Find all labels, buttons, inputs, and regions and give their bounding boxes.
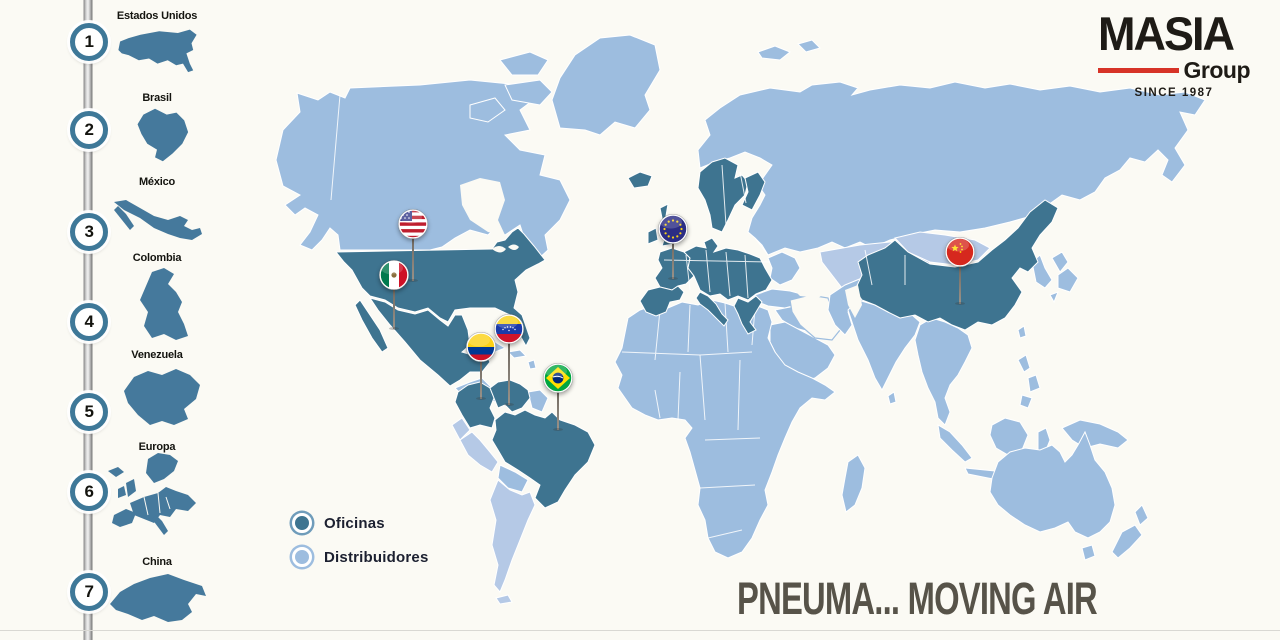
region-balkans (733, 295, 763, 335)
logo-brand-text: MASIA (1098, 6, 1235, 61)
timeline-badge-3: 3 (70, 213, 108, 251)
europe-silhouette-icon (108, 453, 196, 535)
china-flag-icon (945, 237, 975, 267)
map-legend: Oficinas Distribuidores (292, 513, 428, 581)
region-indochina (914, 317, 973, 426)
venezuela-flag-icon (494, 314, 524, 344)
mexico-silhouette-icon (114, 200, 202, 240)
timeline-badge-5: 5 (70, 393, 108, 431)
masia-group-logo: MASIA Group SINCE 1987 (1098, 10, 1250, 99)
region-russia (697, 81, 1206, 256)
logo-since-text: SINCE 1987 (1134, 87, 1214, 99)
brazil-flag-icon (543, 363, 573, 393)
china-silhouette-icon (110, 574, 206, 622)
sidebar-label-europa: Europa (138, 441, 176, 453)
timeline-badge-7: 7 (70, 573, 108, 611)
eu-flag-icon (658, 214, 688, 244)
sidebar-label-brasil: Brasil (142, 92, 172, 104)
region-offices (334, 157, 1059, 509)
timeline-badge-2: 2 (70, 111, 108, 149)
region-madagascar (841, 454, 866, 513)
region-australia (989, 430, 1116, 539)
region-japan (1051, 251, 1069, 273)
pin-venezuela[interactable] (494, 314, 524, 406)
region-new-guinea (1061, 419, 1129, 449)
sidebar-label-colombia: Colombia (132, 252, 182, 264)
legend-item-oficinas: Oficinas (292, 513, 428, 533)
logo-red-bar (1098, 68, 1179, 73)
region-argentina-chile (489, 479, 536, 593)
sidebar-label-mexico: México (138, 176, 176, 188)
region-italy (695, 291, 729, 327)
brazil-silhouette-icon (137, 108, 189, 162)
pin-china[interactable] (945, 237, 975, 305)
region-iberia (639, 285, 685, 317)
usa-silhouette-icon (118, 29, 197, 73)
region-bolivia (497, 464, 529, 493)
region-brazil (491, 409, 596, 509)
region-china (854, 199, 1059, 331)
timeline-badge-1: 1 (70, 23, 108, 61)
sidebar-label-estados-unidos: Estados Unidos (116, 10, 198, 22)
pin-europa[interactable] (658, 214, 688, 280)
region-guyanas (527, 389, 549, 413)
region-africa-group (614, 299, 866, 559)
us-flag-icon (398, 209, 428, 239)
region-scandinavia (697, 157, 749, 233)
legend-item-distribuidores: Distribuidores (292, 547, 428, 567)
region-ukraine (767, 251, 801, 286)
region-new-zealand (1134, 504, 1149, 526)
region-greenland (551, 34, 661, 136)
distributor-dot-icon (292, 547, 312, 567)
tagline-text: PNEUMA... MOVING AIR (737, 573, 1098, 624)
pin-usa[interactable] (398, 209, 428, 282)
map-water-overlays (330, 94, 906, 318)
region-usa (334, 227, 546, 348)
region-iceland (627, 171, 653, 189)
region-ecuador (451, 417, 471, 441)
colombia-silhouette-icon (140, 268, 188, 340)
sidebar-label-china: China (142, 556, 172, 568)
region-oceania (989, 430, 1149, 561)
pin-mexico[interactable] (379, 260, 409, 330)
venezuela-silhouette-icon (124, 369, 200, 425)
sidebar-label-venezuela: Venezuela (131, 349, 183, 361)
colombia-flag-icon (466, 332, 496, 362)
bottom-divider (0, 630, 1280, 631)
region-peru (459, 431, 499, 473)
pin-brasil[interactable] (543, 363, 573, 431)
pin-colombia[interactable] (466, 332, 496, 400)
office-dot-icon (292, 513, 312, 533)
region-venezuela (489, 379, 531, 413)
legend-label-distribuidores: Distribuidores (324, 548, 429, 566)
legend-label-oficinas: Oficinas (324, 514, 385, 532)
logo-group-text: Group (1183, 57, 1251, 83)
timeline-badge-6: 6 (70, 473, 108, 511)
mexico-flag-icon (379, 260, 409, 290)
timeline-badge-4: 4 (70, 303, 108, 341)
